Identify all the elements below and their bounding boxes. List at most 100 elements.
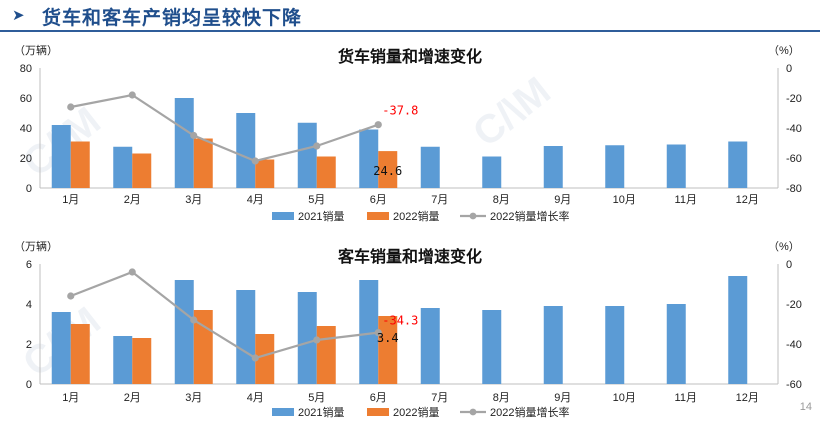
bar-2021	[113, 336, 133, 384]
bar-2021	[666, 304, 686, 384]
bar-2021	[174, 98, 194, 188]
bar-2022	[316, 156, 336, 188]
legend-swatch-growth-marker	[469, 212, 477, 220]
x-tick-label: 7月	[431, 392, 448, 404]
bar-2022	[132, 338, 152, 384]
bar-2022	[132, 153, 152, 188]
y-tick-label: 0	[26, 379, 32, 391]
y2-tick-label: -60	[786, 379, 802, 391]
bar-2021	[174, 280, 194, 384]
x-tick-label: 8月	[493, 194, 510, 206]
bar-2021	[113, 146, 133, 188]
bar-2021	[728, 141, 748, 188]
x-tick-label: 1月	[62, 194, 79, 206]
bar-2022	[70, 324, 90, 384]
legend-label-2022: 2022销量	[393, 209, 439, 223]
bar-2021	[359, 129, 379, 188]
x-tick-label: 5月	[308, 194, 325, 206]
y-tick-label: 2	[26, 339, 32, 351]
x-tick-label: 10月	[613, 194, 636, 206]
bar-2021	[605, 145, 625, 188]
x-tick-label: 4月	[247, 194, 264, 206]
y2-tick-label: -20	[786, 299, 802, 311]
legend-label-growth: 2022销量增长率	[490, 209, 569, 223]
chart-title: 客车销量和增速变化	[338, 247, 482, 266]
legend-label-2022: 2022销量	[393, 405, 439, 419]
bar-2021	[51, 125, 71, 188]
growth-rate-point	[190, 316, 198, 324]
x-tick-label: 12月	[736, 392, 759, 404]
x-tick-label: 8月	[493, 392, 510, 404]
x-tick-label: 3月	[185, 194, 202, 206]
legend-swatch-2021	[272, 212, 294, 220]
legend-swatch-2022	[367, 212, 389, 220]
x-tick-label: 11月	[675, 194, 697, 206]
bar-2021	[543, 146, 563, 188]
bar-2021	[297, 122, 317, 188]
x-tick-label: 9月	[554, 392, 571, 404]
left-axis-unit: （万辆）	[14, 43, 58, 57]
y-tick-label: 4	[26, 299, 32, 311]
page-number: 14	[799, 401, 812, 413]
bar-2021	[666, 144, 686, 188]
x-tick-label: 6月	[370, 194, 387, 206]
legend-label-2021: 2021销量	[298, 209, 344, 223]
left-axis-unit: （万辆）	[14, 239, 58, 253]
growth-rate-point	[313, 142, 321, 150]
y-tick-label: 0	[26, 183, 32, 195]
slide-title: 货车和客车产销均呈较快下降	[42, 8, 303, 29]
bus-sales-chart: 客车销量和增速变化 （万辆） （%） 0 2 4 6 0 -20 -40 -60 1月 2月 3月 4月 5月…	[14, 239, 802, 419]
legend-label-growth: 2022销量增长率	[490, 405, 569, 419]
bar-2021	[728, 276, 748, 384]
sales-value-annotation: 3.4	[377, 331, 399, 345]
y-tick-label: 20	[20, 153, 32, 165]
growth-rate-point	[313, 336, 321, 344]
legend-swatch-2021	[272, 408, 294, 416]
bar-2022	[255, 159, 275, 188]
bar-2022	[255, 334, 275, 384]
growth-rate-point	[128, 91, 136, 99]
chart-title: 货车销量和增速变化	[338, 47, 482, 66]
right-axis-unit: （%）	[768, 240, 800, 253]
x-tick-label: 1月	[62, 392, 79, 404]
growth-rate-point	[67, 292, 75, 300]
bar-2022	[193, 138, 213, 188]
bar-2021	[420, 308, 440, 384]
y2-tick-label: -40	[786, 339, 802, 351]
bar-2022	[378, 316, 398, 384]
x-tick-label: 5月	[308, 392, 325, 404]
x-tick-label: 9月	[554, 194, 571, 206]
growth-rate-point	[128, 268, 136, 276]
y2-tick-label: -20	[786, 93, 802, 105]
y-tick-label: 40	[20, 123, 32, 135]
x-tick-label: 6月	[370, 392, 387, 404]
bar-2021	[236, 113, 256, 188]
y2-tick-label: 0	[786, 63, 792, 75]
x-tick-label: 2月	[124, 392, 141, 404]
bar-2022	[316, 326, 336, 384]
x-tick-label: 2月	[124, 194, 141, 206]
legend-swatch-growth-marker	[469, 408, 477, 416]
x-tick-label: 12月	[736, 194, 759, 206]
x-tick-label: 11月	[675, 392, 697, 404]
growth-rate-annotation: -34.3	[382, 314, 418, 328]
growth-rate-annotation: -37.8	[382, 104, 418, 118]
y2-tick-label: -60	[786, 153, 802, 165]
x-tick-label: 4月	[247, 392, 264, 404]
bullet-arrow-icon: ➤	[12, 7, 25, 24]
bar-2022	[70, 141, 90, 188]
bar-2022	[378, 151, 398, 188]
y-tick-label: 80	[20, 63, 32, 75]
growth-rate-point	[251, 157, 259, 165]
growth-rate-point	[374, 329, 382, 337]
legend-label-2021: 2021销量	[298, 405, 344, 419]
y2-tick-label: 0	[786, 259, 792, 271]
truck-sales-chart: 货车销量和增速变化 （万辆） （%） 0 20 40 60 80 0 -20 -40 -60 -80 1月…	[14, 43, 802, 223]
x-tick-label: 10月	[613, 392, 636, 404]
bar-2021	[482, 156, 502, 188]
y2-tick-label: -40	[786, 123, 802, 135]
bar-2021	[543, 306, 563, 384]
sales-value-annotation: 24.6	[373, 164, 402, 178]
growth-rate-line	[70, 93, 379, 163]
bar-2021	[605, 306, 625, 384]
